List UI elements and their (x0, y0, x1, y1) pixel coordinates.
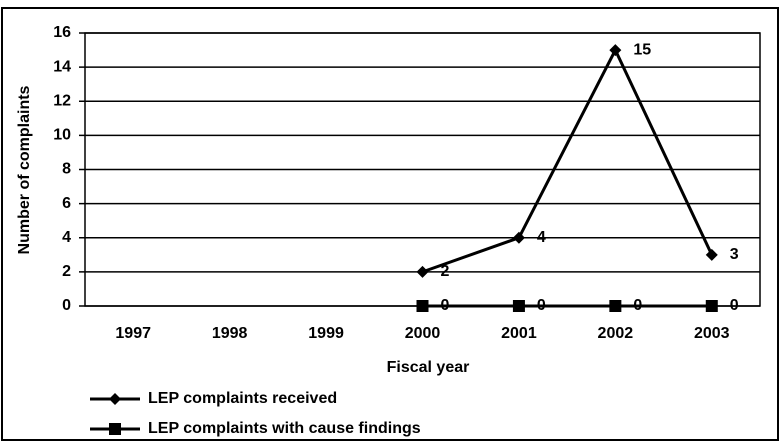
y-axis-label: Number of complaints (16, 85, 33, 254)
data-label: 0 (441, 297, 450, 314)
x-tick-label: 1999 (308, 325, 344, 342)
data-label: 3 (730, 246, 739, 263)
marker (609, 44, 622, 57)
x-tick-label: 2000 (405, 325, 441, 342)
x-tick-label: 1998 (212, 325, 248, 342)
legend-label: LEP complaints received (148, 390, 337, 407)
data-label: 2 (441, 263, 450, 280)
marker (705, 248, 718, 261)
y-tick-label: 0 (62, 297, 71, 314)
y-tick-label: 6 (62, 195, 71, 212)
y-tick-label: 10 (53, 127, 71, 144)
marker (512, 300, 525, 312)
x-tick-label: 2002 (598, 325, 634, 342)
data-label: 4 (537, 229, 546, 246)
legend-marker (109, 393, 121, 405)
y-tick-label: 8 (62, 161, 71, 178)
marker (705, 300, 718, 312)
legend-label: LEP complaints with cause findings (148, 420, 421, 437)
x-tick-label: 2003 (694, 325, 730, 342)
y-tick-label: 2 (62, 263, 71, 280)
x-tick-label: 1997 (115, 325, 151, 342)
data-label: 0 (730, 297, 739, 314)
data-label: 0 (633, 297, 642, 314)
data-label: 0 (537, 297, 546, 314)
marker (512, 231, 525, 244)
legend-marker (109, 423, 121, 435)
marker (416, 300, 429, 312)
y-tick-label: 16 (53, 24, 71, 41)
chart-frame (1, 7, 779, 441)
x-axis-label: Fiscal year (387, 359, 470, 376)
series-line (421, 46, 714, 274)
y-tick-label: 12 (53, 92, 71, 109)
y-tick-label: 4 (62, 229, 71, 246)
y-tick-label: 14 (53, 58, 71, 75)
marker (416, 265, 429, 278)
data-label: 15 (633, 41, 651, 58)
marker (609, 300, 622, 312)
x-tick-label: 2001 (501, 325, 537, 342)
